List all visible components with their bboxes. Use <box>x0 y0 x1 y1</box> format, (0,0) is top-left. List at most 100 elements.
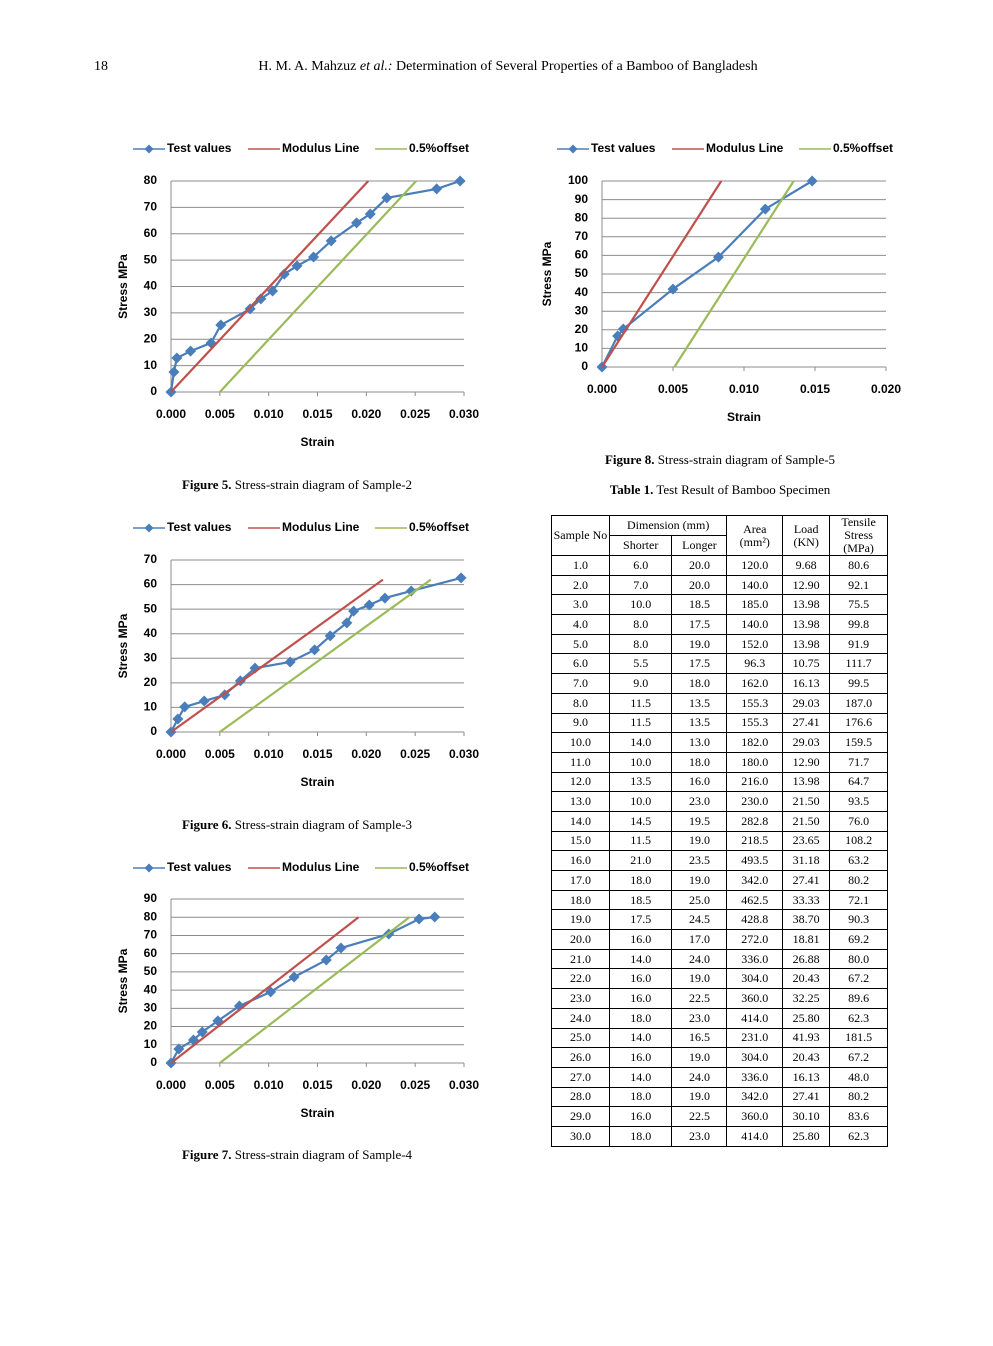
y-tick-label: 0 <box>150 384 157 398</box>
x-tick-label: 0.000 <box>156 407 186 421</box>
legend-label: Test values <box>591 141 656 155</box>
table-cell: 9.0 <box>551 712 610 734</box>
y-tick-label: 10 <box>575 341 589 355</box>
table-cell: 10.0 <box>608 594 673 616</box>
table-cell: 9.68 <box>782 555 831 576</box>
table-row: 12.0 13.5 16.0 216.0 13.98 64.7 <box>551 771 888 793</box>
table-cell: 92.1 <box>829 574 888 596</box>
table-cell: 282.8 <box>726 810 784 832</box>
table-cell: 20.0 <box>671 574 728 596</box>
table-cell: 18.5 <box>608 889 673 911</box>
data-point <box>185 345 197 357</box>
table-cell: 25.0 <box>671 889 728 911</box>
table-cell: 216.0 <box>726 771 784 793</box>
x-tick-label: 0.010 <box>254 1078 284 1092</box>
data-point <box>171 352 183 364</box>
y-tick-label: 80 <box>575 210 589 224</box>
legend-label: Test values <box>167 141 232 155</box>
table-cell: 8.0 <box>608 614 673 635</box>
data-point <box>255 293 267 305</box>
table-row: 4.0 8.0 17.5 140.0 13.98 99.8 <box>551 614 888 635</box>
table-cell: 19.0 <box>671 870 728 891</box>
y-tick-label: 70 <box>575 229 589 243</box>
data-point <box>381 192 393 204</box>
table-cell: 19.0 <box>551 909 610 931</box>
table-cell: 76.0 <box>829 810 888 832</box>
table-cell: 16.0 <box>608 988 673 1009</box>
y-tick-label: 0 <box>581 359 588 373</box>
table-cell: 21.50 <box>782 810 831 832</box>
table-row: 30.0 18.0 23.0 414.0 25.80 62.3 <box>551 1125 888 1147</box>
caption-text: Stress-strain diagram of Sample-4 <box>235 1147 413 1162</box>
data-point <box>364 208 376 220</box>
table-cell: 5.0 <box>551 633 610 655</box>
table-cell: 18.0 <box>608 870 673 891</box>
table-cell: 16.0 <box>608 1047 673 1068</box>
table-row: 27.0 14.0 24.0 336.0 16.13 48.0 <box>551 1066 888 1088</box>
data-point <box>431 183 443 195</box>
data-point <box>712 251 724 263</box>
table-cell: 23.0 <box>671 1007 728 1029</box>
x-tick-label: 0.000 <box>156 747 186 761</box>
caption-label: Figure 8. <box>605 452 655 467</box>
table-cell: 159.5 <box>829 732 888 753</box>
table-cell: 462.5 <box>726 889 784 911</box>
x-tick-label: 0.015 <box>302 1078 332 1092</box>
table-cell: 185.0 <box>726 594 784 616</box>
figure-caption: Figure 7. Stress-strain diagram of Sampl… <box>182 1147 413 1162</box>
legend-label: 0.5%offset <box>409 520 469 534</box>
x-tick-label: 0.020 <box>351 1078 381 1092</box>
table-cell: 19.0 <box>671 830 728 852</box>
y-tick-label: 40 <box>144 279 158 293</box>
data-point <box>172 713 184 725</box>
data-point <box>363 599 375 611</box>
y-tick-label: 70 <box>144 928 158 942</box>
series-line <box>673 180 795 368</box>
x-axis-label: Strain <box>727 410 761 424</box>
table-cell: 83.6 <box>829 1106 888 1127</box>
table-cell: 80.6 <box>829 555 888 576</box>
data-point <box>291 260 303 272</box>
table-cell: 336.0 <box>726 1066 784 1088</box>
y-tick-label: 0 <box>150 1055 157 1069</box>
table-cell: 64.7 <box>829 771 888 793</box>
table-cell: 18.0 <box>551 889 610 911</box>
legend-label: Modulus Line <box>282 520 360 534</box>
table-cell: 176.6 <box>829 712 888 734</box>
x-tick-label: 0.010 <box>254 747 284 761</box>
x-tick-label: 0.020 <box>351 747 381 761</box>
table-cell: 21.0 <box>551 948 610 970</box>
legend-label: Modulus Line <box>706 141 784 155</box>
caption-text: Stress-strain diagram of Sample-2 <box>235 477 412 492</box>
data-point <box>335 942 347 954</box>
y-tick-label: 50 <box>144 964 158 978</box>
table-row: 2.0 7.0 20.0 140.0 12.90 92.1 <box>551 574 888 596</box>
x-tick-label: 0.015 <box>302 747 332 761</box>
table-row: 21.0 14.0 24.0 336.0 26.88 80.0 <box>551 948 888 970</box>
table-row: 9.0 11.5 13.5 155.3 27.41 176.6 <box>551 712 888 734</box>
legend-marker <box>568 144 578 154</box>
x-tick-label: 0.030 <box>449 407 479 421</box>
table-cell: 493.5 <box>726 850 784 871</box>
x-axis-label: Strain <box>300 435 334 449</box>
table-cell: 62.3 <box>829 1125 888 1147</box>
y-tick-label: 20 <box>144 1019 158 1033</box>
y-tick-label: 40 <box>575 285 589 299</box>
x-tick-label: 0.025 <box>400 747 430 761</box>
y-tick-label: 80 <box>144 909 158 923</box>
x-tick-label: 0.025 <box>400 407 430 421</box>
data-point <box>168 366 180 378</box>
table-cell: 1.0 <box>551 555 610 576</box>
figure-caption: Figure 8. Stress-strain diagram of Sampl… <box>605 452 835 467</box>
table-cell: 16.5 <box>671 1027 728 1049</box>
y-tick-label: 30 <box>144 1001 158 1015</box>
table-cell: 218.5 <box>726 830 784 852</box>
table-cell: 41.93 <box>782 1027 831 1049</box>
y-tick-label: 100 <box>568 173 588 187</box>
x-tick-label: 0.010 <box>729 382 759 396</box>
y-tick-label: 30 <box>575 303 589 317</box>
table-cell: 99.8 <box>829 614 888 635</box>
table-cell: 24.0 <box>551 1007 610 1029</box>
y-tick-label: 10 <box>144 1037 158 1051</box>
